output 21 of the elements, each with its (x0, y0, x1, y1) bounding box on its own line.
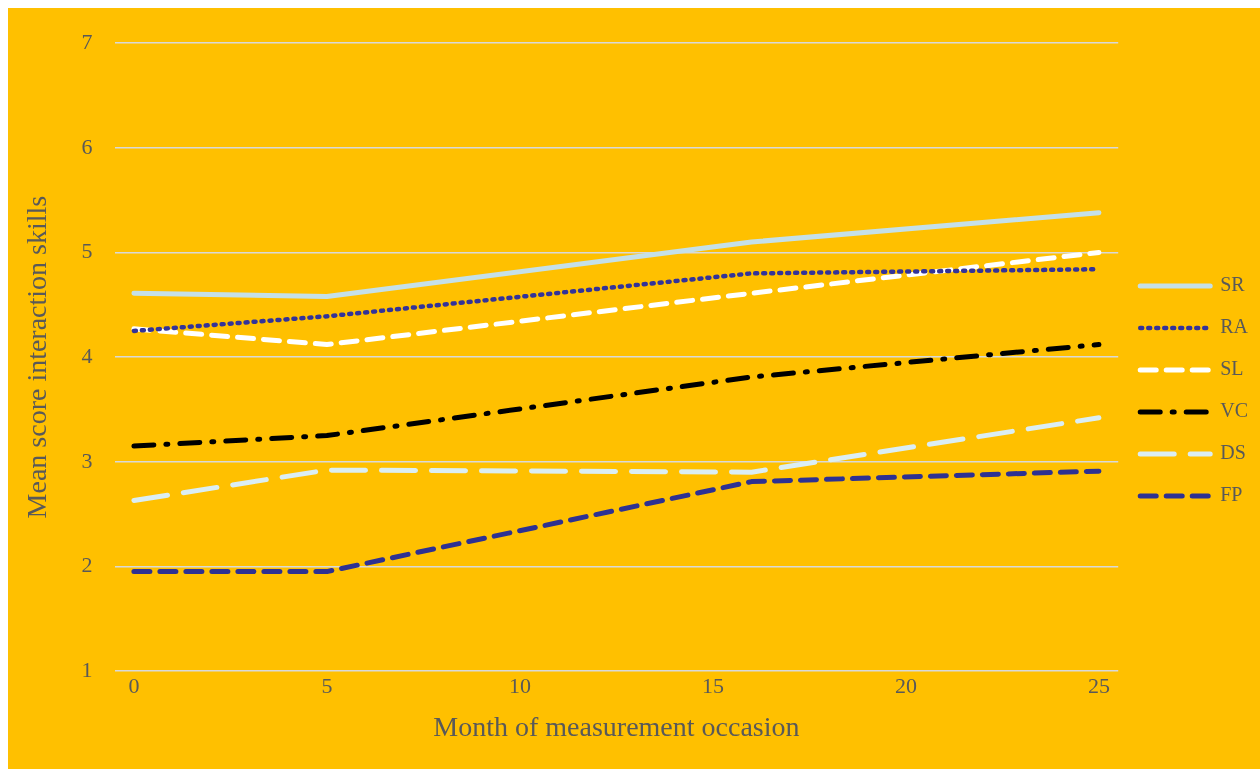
legend-label: VC (1220, 399, 1249, 422)
x-tick-label: 15 (701, 672, 724, 698)
legend-label: RA (1220, 315, 1249, 338)
y-tick-label: 7 (81, 28, 93, 54)
x-axis-title: Month of measurement occasion (433, 710, 800, 742)
x-tick-label: 0 (128, 672, 140, 698)
y-axis-title: Mean score interaction skills (21, 195, 53, 519)
legend-label: DS (1220, 441, 1246, 464)
x-tick-label: 5 (321, 672, 333, 698)
y-tick-label: 1 (81, 656, 93, 682)
y-tick-label: 5 (81, 238, 93, 264)
y-tick-label: 2 (81, 552, 93, 578)
legend-label: SL (1220, 357, 1244, 380)
y-tick-label: 3 (81, 447, 93, 473)
x-tick-label: 25 (1087, 672, 1110, 698)
y-tick-label: 6 (81, 133, 93, 159)
y-tick-label: 4 (81, 342, 93, 368)
legend-label: SR (1220, 273, 1246, 296)
x-tick-label: 20 (894, 672, 917, 698)
legend-label: FP (1220, 483, 1243, 506)
x-tick-label: 10 (508, 672, 531, 698)
